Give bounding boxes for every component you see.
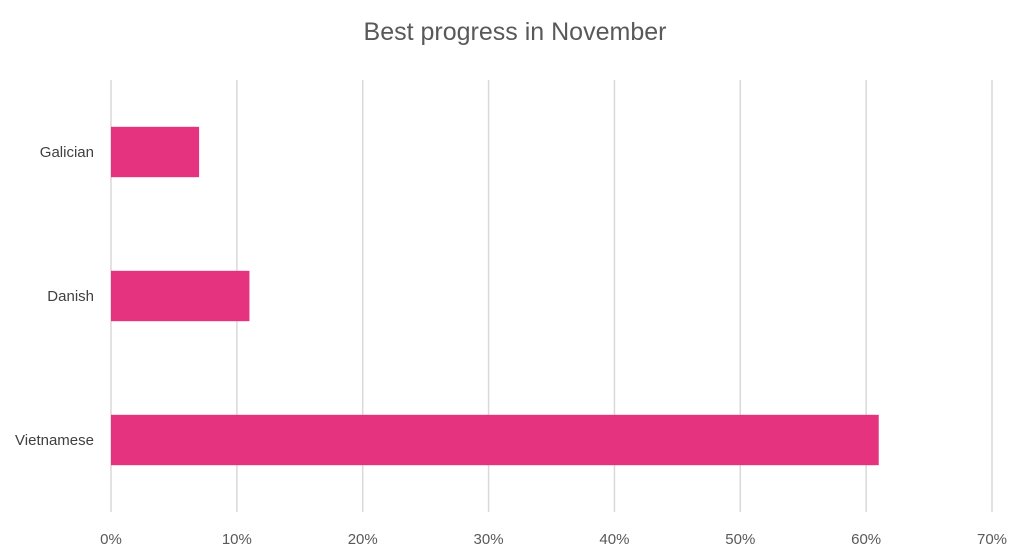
- x-tick-label: 0%: [100, 531, 122, 548]
- x-tick-label: 10%: [222, 531, 252, 548]
- x-tick-label: 40%: [599, 531, 629, 548]
- x-axis-tick-labels: 0% 10% 20% 30% 40% 50% 60% 70%: [100, 531, 1007, 548]
- category-label: Vietnamese: [15, 432, 94, 449]
- category-label: Galician: [40, 144, 94, 161]
- bars: [111, 126, 879, 466]
- bar-danish: [111, 270, 250, 322]
- chart-title: Best progress in November: [363, 18, 667, 46]
- category-labels: Galician Danish Vietnamese: [15, 144, 94, 449]
- bar-vietnamese: [111, 414, 879, 466]
- x-tick-label: 60%: [851, 531, 881, 548]
- x-tick-label: 70%: [977, 531, 1007, 548]
- category-label: Danish: [47, 288, 94, 305]
- x-tick-label: 20%: [348, 531, 378, 548]
- x-tick-label: 50%: [725, 531, 755, 548]
- bar-galician: [111, 126, 200, 178]
- x-tick-label: 30%: [474, 531, 504, 548]
